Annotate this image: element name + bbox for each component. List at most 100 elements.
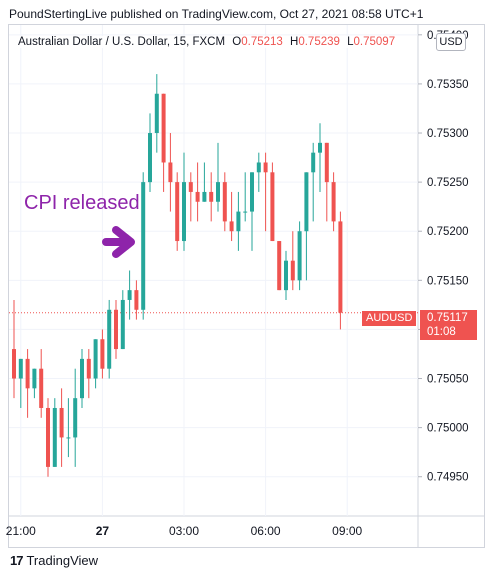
candle-body — [107, 309, 112, 369]
candle-body — [12, 349, 16, 379]
legend-symbol: Australian Dollar / U.S. Dollar, 15, FXC… — [18, 36, 226, 48]
candle-body — [175, 182, 180, 242]
candle-body — [338, 221, 343, 313]
candle-body — [168, 162, 173, 183]
candle-body — [277, 241, 282, 291]
candle-body — [216, 182, 220, 202]
candle-down — [12, 299, 16, 399]
candle-body — [270, 172, 275, 242]
candle-down — [86, 349, 91, 399]
legend-low-value: 0.75097 — [353, 36, 396, 48]
candle-body — [161, 93, 166, 163]
candle-body — [148, 133, 152, 183]
candle-down — [324, 142, 329, 222]
currency-button[interactable]: USD — [436, 33, 466, 51]
candle-up — [256, 152, 261, 192]
candle-up — [216, 142, 220, 212]
chart-frame — [8, 24, 485, 548]
symbol-tag: AUDUSD — [362, 311, 417, 326]
candle-body — [114, 309, 118, 350]
y-tick-label: 0.74950 — [427, 472, 469, 484]
brand-name: TradingView — [26, 553, 99, 568]
candle-down — [331, 172, 336, 232]
candle-up — [311, 142, 316, 222]
candle-body — [59, 407, 64, 438]
y-tick-label: 0.75050 — [427, 374, 469, 386]
candle-up — [66, 398, 71, 458]
legend-high-label: H — [290, 36, 299, 48]
candle-up — [284, 250, 288, 300]
candle-body — [86, 358, 91, 379]
x-tick-label: 27 — [96, 524, 110, 538]
candle-body — [188, 182, 193, 192]
candle-body — [32, 368, 37, 389]
legend-low-label: L — [347, 36, 354, 48]
candle-up — [141, 172, 146, 320]
candle-up — [250, 172, 254, 251]
candle-body — [120, 299, 125, 350]
last-price-label: 0.75117 01:08 — [420, 310, 477, 340]
x-tick-label: 03:00 — [169, 524, 199, 538]
candle-up — [182, 152, 186, 251]
candle-body — [18, 358, 23, 379]
candle-up — [32, 368, 37, 399]
tradingview-logo-icon: 17 — [10, 553, 24, 568]
y-tick-label: 0.75250 — [427, 177, 469, 189]
candles — [12, 74, 343, 477]
last-price-value: 0.75117 — [427, 312, 468, 324]
candle-body — [73, 398, 78, 438]
candle-body — [229, 221, 234, 232]
candle-body — [134, 290, 139, 310]
candle-up — [52, 398, 57, 467]
candle-down — [263, 152, 268, 232]
footer-brand[interactable]: 17 TradingView — [10, 553, 98, 568]
candle-body — [304, 172, 309, 232]
candle-body — [222, 182, 227, 222]
candle-body — [66, 437, 71, 439]
candle-down — [338, 211, 343, 330]
candle-down — [229, 191, 234, 242]
annotation-arrow — [102, 226, 135, 258]
candle-up — [297, 221, 302, 291]
candle-up — [148, 113, 152, 192]
legend-open-label: O — [232, 36, 242, 48]
candle-down — [290, 231, 295, 291]
candle-down — [222, 172, 227, 232]
candle-down — [277, 241, 282, 291]
candle-up — [80, 349, 84, 408]
candle-down — [175, 172, 180, 251]
candle-body — [25, 358, 30, 389]
candle-down — [39, 349, 44, 418]
candle-body — [80, 358, 84, 399]
candle-body — [39, 368, 44, 408]
candle-body — [250, 172, 254, 212]
candle-body — [154, 93, 159, 134]
annotation-text: CPI released — [24, 192, 140, 214]
candle-up — [154, 74, 159, 153]
candle-down — [168, 133, 173, 212]
candle-body — [202, 191, 207, 202]
candle-down — [161, 93, 166, 192]
candle-body — [182, 182, 186, 242]
candle-body — [195, 191, 200, 202]
candle-body — [318, 142, 322, 153]
y-tick-label: 0.75300 — [427, 128, 469, 140]
candle-up — [127, 270, 132, 320]
candle-up — [243, 172, 248, 222]
publisher-line: PoundStertingLive published on TradingVi… — [9, 7, 424, 21]
candle-down — [209, 172, 214, 222]
candle-down — [188, 172, 193, 222]
y-tick-label: 0.75000 — [427, 423, 469, 435]
bar-countdown: 01:08 — [427, 326, 456, 338]
legend-high-value: 0.75239 — [298, 36, 340, 48]
x-tick-label: 09:00 — [332, 524, 362, 538]
candle-body — [311, 152, 316, 173]
candle-body — [290, 260, 295, 281]
y-tick-label: 0.75150 — [427, 275, 469, 287]
x-tick-label: 21:00 — [6, 524, 36, 538]
candle-body — [46, 407, 50, 467]
x-tick-label: 06:00 — [251, 524, 281, 538]
chart-legend: Australian Dollar / U.S. Dollar, 15, FXC… — [18, 36, 396, 48]
y-tick-label: 0.75200 — [427, 226, 469, 238]
